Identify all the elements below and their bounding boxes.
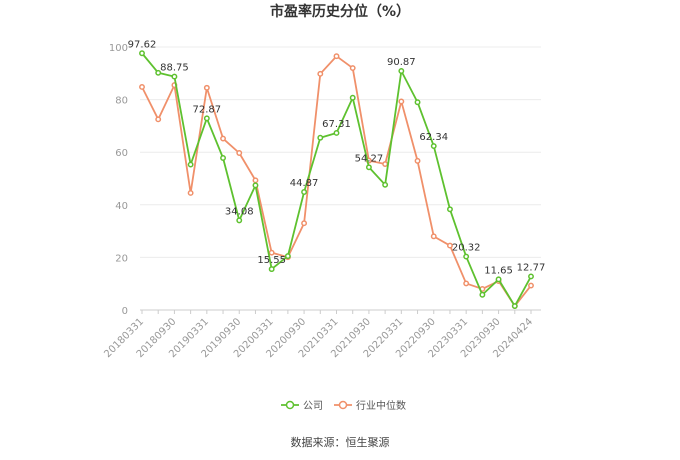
data-point[interactable] (349, 94, 356, 101)
data-point[interactable] (398, 98, 405, 105)
data-point[interactable] (365, 164, 372, 171)
data-label: 72.87 (193, 104, 222, 115)
data-point[interactable] (333, 130, 340, 136)
legend-label: 公司 (303, 401, 323, 412)
data-labels: 97.62 88.75 72.87 34.08 15.55 44.87 67.31 54.27… (128, 39, 546, 276)
chart-title: 市盈率历史分位（%） (270, 3, 410, 20)
data-label: 90.87 (387, 57, 416, 68)
data-point[interactable] (447, 242, 453, 249)
data-point[interactable] (528, 282, 534, 289)
data-label: 54.27 (355, 153, 384, 164)
series-industry-median (139, 53, 534, 310)
legend-label: 行业中位数 (356, 399, 406, 412)
data-point[interactable] (155, 69, 162, 76)
data-point[interactable] (171, 73, 178, 80)
data-label: 20.32 (452, 243, 481, 254)
y-tick-label: 80 (115, 96, 128, 107)
y-tick-label: 0 (122, 306, 128, 317)
data-point[interactable] (252, 177, 259, 184)
data-point[interactable] (268, 249, 275, 256)
data-point[interactable] (317, 70, 324, 77)
data-point[interactable] (430, 143, 437, 149)
data-point[interactable] (139, 50, 145, 57)
legend[interactable]: 公司 行业中位数 (281, 399, 406, 412)
data-point[interactable] (414, 157, 421, 164)
data-point[interactable] (301, 220, 308, 227)
series-line (141, 55, 532, 307)
data-point[interactable] (349, 65, 356, 71)
data-point[interactable] (203, 84, 210, 91)
data-point[interactable] (268, 266, 275, 273)
y-tick-label: 40 (115, 201, 128, 212)
data-point[interactable] (463, 280, 470, 287)
data-label: 44.87 (290, 178, 319, 189)
data-point[interactable] (155, 116, 162, 123)
data-point[interactable] (301, 189, 308, 195)
data-point[interactable] (220, 155, 226, 161)
axes: 2018033120180930201903312019093020200331… (102, 310, 535, 360)
y-tick-label: 20 (115, 253, 128, 264)
data-point[interactable] (430, 233, 437, 240)
data-point[interactable] (479, 291, 486, 298)
series (139, 50, 534, 310)
legend-marker-icon (338, 400, 348, 410)
grid: 0 20 40 60 80 100 (109, 43, 541, 317)
data-point[interactable] (447, 206, 453, 213)
data-point[interactable] (236, 150, 243, 156)
y-tick-label: 100 (109, 43, 128, 54)
legend-item-industry-median[interactable]: 行业中位数 (334, 399, 406, 412)
data-point[interactable] (511, 303, 518, 310)
data-point[interactable] (528, 273, 534, 280)
data-label: 97.62 (128, 39, 157, 50)
data-label: 88.75 (160, 63, 189, 74)
data-label: 15.55 (257, 255, 286, 266)
legend-item-company[interactable]: 公司 (281, 400, 323, 412)
data-source: 数据来源：恒生聚源 (291, 435, 390, 449)
data-point[interactable] (187, 161, 194, 168)
legend-marker-icon (285, 400, 295, 410)
data-point[interactable] (220, 135, 226, 142)
data-label: 67.31 (322, 119, 351, 130)
data-point[interactable] (187, 190, 194, 196)
data-point[interactable] (495, 276, 502, 283)
data-label: 11.65 (484, 265, 513, 276)
data-point[interactable] (252, 182, 259, 189)
data-point[interactable] (333, 53, 340, 60)
data-point[interactable] (284, 253, 291, 260)
data-point[interactable] (139, 84, 145, 90)
y-tick-label: 60 (115, 148, 128, 159)
data-label: 62.34 (419, 132, 448, 143)
series-company (139, 50, 534, 310)
data-label: 12.77 (517, 262, 546, 273)
data-point[interactable] (382, 181, 389, 188)
data-point[interactable] (317, 134, 324, 141)
data-point[interactable] (414, 99, 421, 106)
data-point[interactable] (463, 253, 470, 260)
series-line (141, 52, 532, 307)
data-point[interactable] (398, 68, 405, 74)
data-point[interactable] (203, 115, 210, 122)
data-label: 34.08 (225, 206, 254, 217)
data-point[interactable] (236, 217, 243, 224)
data-point[interactable] (382, 161, 389, 167)
